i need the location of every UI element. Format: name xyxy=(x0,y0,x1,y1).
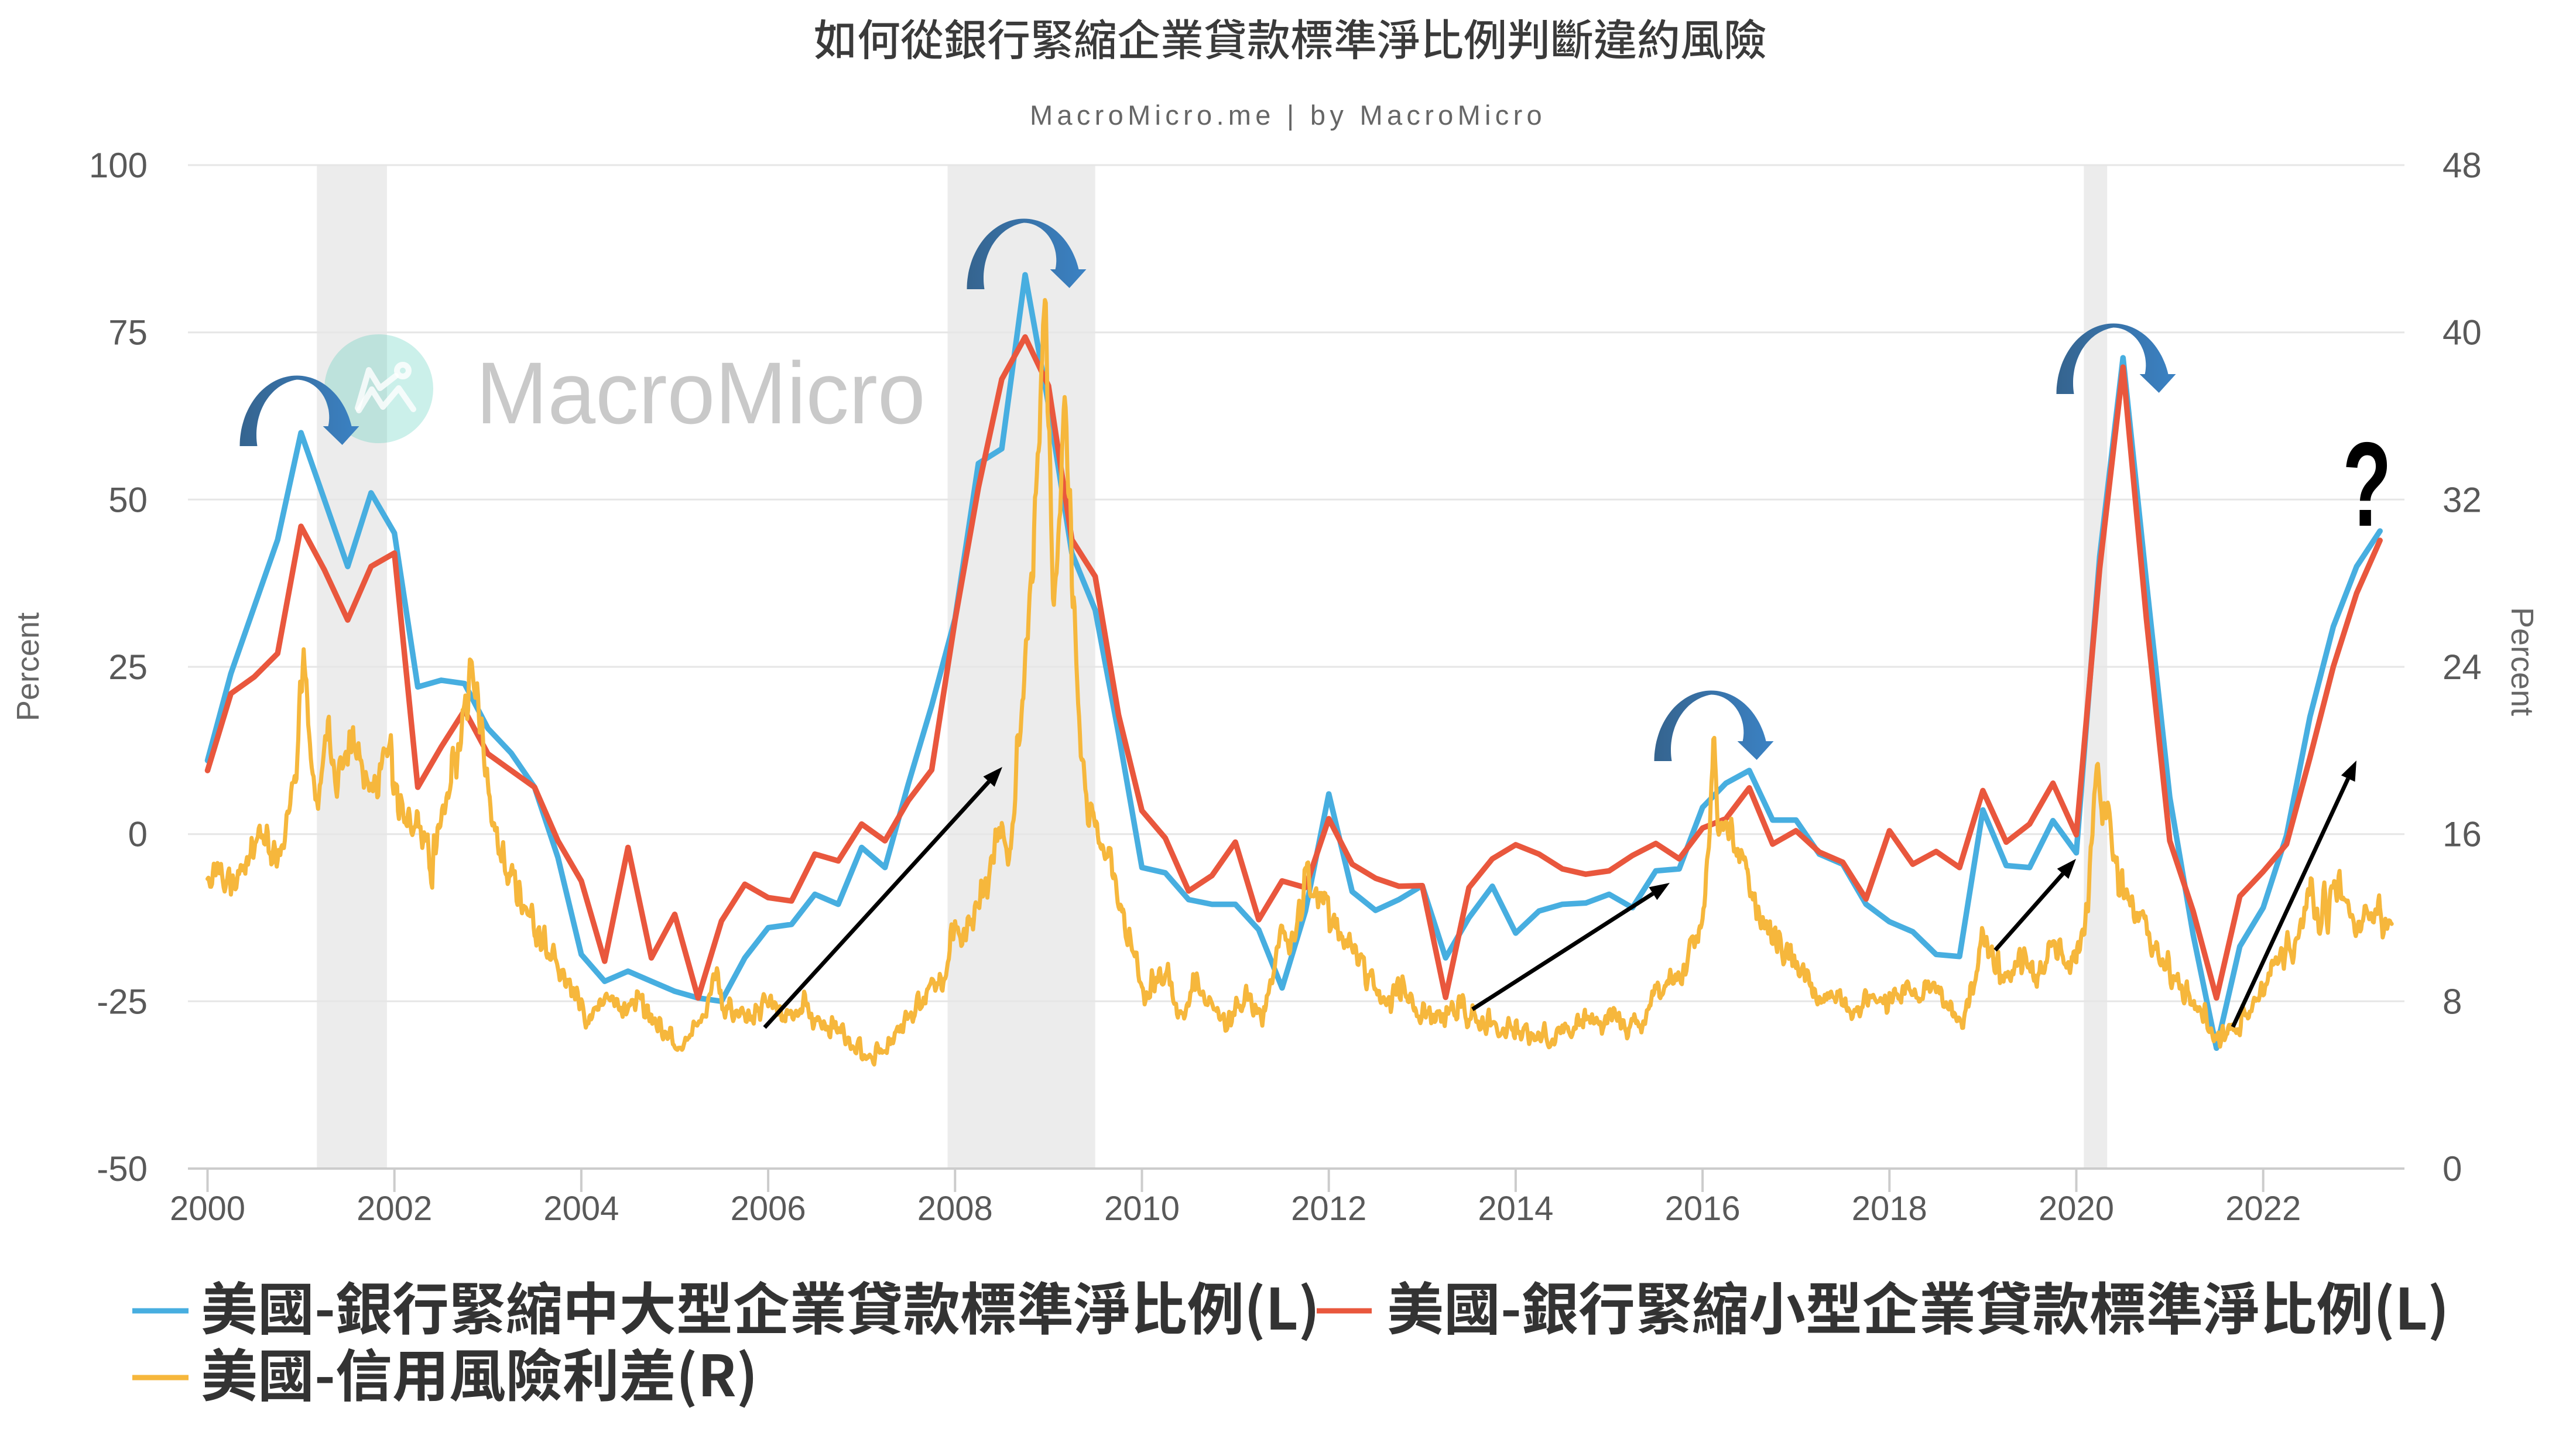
svg-text:MacroMicro: MacroMicro xyxy=(476,345,926,443)
svg-text:48: 48 xyxy=(2443,146,2482,185)
svg-text:Percent: Percent xyxy=(2505,607,2540,716)
svg-text:2010: 2010 xyxy=(1104,1190,1180,1228)
svg-text:2014: 2014 xyxy=(1478,1190,1553,1228)
svg-text:2008: 2008 xyxy=(917,1190,993,1228)
svg-text:2016: 2016 xyxy=(1665,1190,1741,1228)
svg-text:32: 32 xyxy=(2443,480,2482,519)
svg-text:Percent: Percent xyxy=(11,612,46,721)
svg-text:25: 25 xyxy=(108,648,148,687)
svg-text:MacroMicro.me | by MacroMicro: MacroMicro.me | by MacroMicro xyxy=(1030,100,1546,131)
svg-text:-25: -25 xyxy=(97,982,148,1021)
svg-text:8: 8 xyxy=(2443,982,2462,1021)
svg-text:2000: 2000 xyxy=(170,1190,245,1228)
svg-text:2020: 2020 xyxy=(2039,1190,2114,1228)
svg-text:?: ? xyxy=(2342,417,2392,551)
svg-text:24: 24 xyxy=(2443,648,2482,687)
svg-text:2018: 2018 xyxy=(1852,1190,1927,1228)
svg-text:2006: 2006 xyxy=(731,1190,806,1228)
svg-text:40: 40 xyxy=(2443,313,2482,352)
svg-text:-50: -50 xyxy=(97,1149,148,1188)
svg-text:50: 50 xyxy=(108,480,148,519)
svg-text:0: 0 xyxy=(128,815,148,854)
svg-text:2012: 2012 xyxy=(1291,1190,1366,1228)
svg-text:75: 75 xyxy=(108,313,148,352)
svg-text:0: 0 xyxy=(2443,1149,2462,1188)
svg-text:100: 100 xyxy=(89,146,148,185)
svg-text:16: 16 xyxy=(2443,815,2482,854)
svg-text:2022: 2022 xyxy=(2225,1190,2301,1228)
svg-text:2002: 2002 xyxy=(357,1190,432,1228)
svg-text:2004: 2004 xyxy=(543,1190,619,1228)
